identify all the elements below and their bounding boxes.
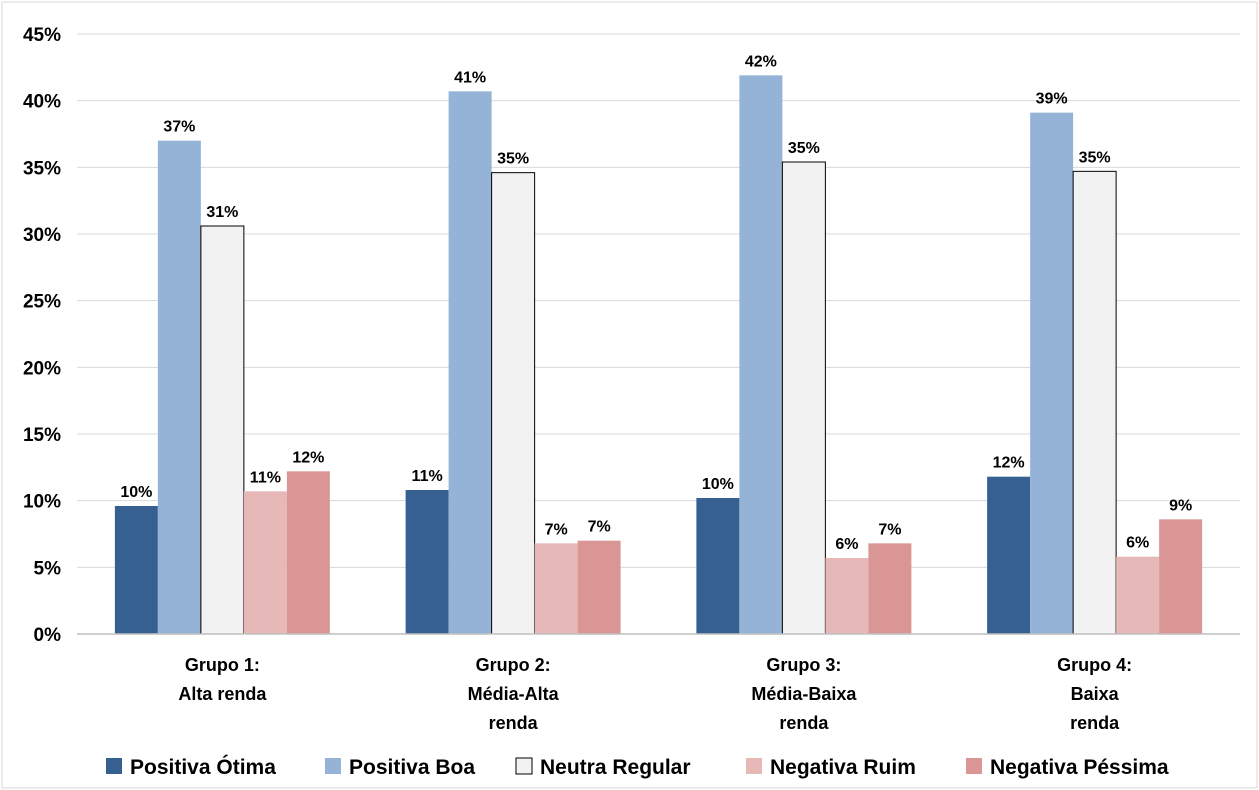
- bar: [1159, 519, 1203, 634]
- legend-swatch: [515, 757, 533, 775]
- category-label: Grupo 1:: [185, 655, 260, 675]
- legend: Positiva Ótima Positiva Boa Neutra Regular…: [106, 755, 1169, 779]
- category-label: renda: [489, 713, 539, 733]
- bar: [1116, 556, 1160, 634]
- y-tick-label: 35%: [23, 158, 61, 179]
- legend-label: Positiva Ótima: [130, 755, 276, 779]
- data-label: 7%: [545, 521, 568, 538]
- category-label: Baixa: [1071, 684, 1120, 704]
- data-label: 7%: [878, 521, 901, 538]
- legend-label: Negativa Ruim: [770, 756, 916, 779]
- data-label: 10%: [702, 476, 734, 493]
- bar: [1072, 170, 1117, 635]
- data-labels: 10% 37% 31% 11% 12% 11% 41% 35% 7% 7% 10% 42% 35% 6% 7…: [120, 53, 1192, 553]
- y-tick-label: 5%: [34, 558, 62, 579]
- data-label: 37%: [163, 119, 195, 136]
- bar: [157, 140, 201, 634]
- bars: [114, 75, 1203, 635]
- y-tick-label: 40%: [23, 92, 61, 113]
- data-label: 10%: [120, 484, 152, 501]
- bar: [868, 543, 912, 634]
- bar: [696, 498, 740, 634]
- bar: [987, 476, 1031, 634]
- category-label: Média-Alta: [468, 684, 560, 704]
- bar: [781, 161, 826, 635]
- bar: [534, 543, 578, 634]
- data-label: 35%: [1079, 149, 1111, 166]
- bar: [1030, 112, 1074, 634]
- data-label: 6%: [1126, 535, 1149, 552]
- legend-swatch: [966, 758, 982, 774]
- legend-swatch: [106, 758, 122, 774]
- bar: [286, 471, 330, 634]
- data-label: 31%: [206, 204, 238, 221]
- bar: [114, 506, 158, 634]
- legend-label: Neutra Regular: [540, 756, 691, 779]
- bar: [200, 225, 245, 635]
- data-label: 39%: [1036, 91, 1068, 108]
- y-tick-label: 0%: [34, 625, 62, 646]
- data-label: 41%: [454, 69, 486, 86]
- data-label: 12%: [993, 455, 1025, 472]
- y-axis-tick-labels: 0% 5% 10% 15% 20% 25% 30% 35% 40% 45%: [23, 25, 61, 646]
- category-label: Grupo 2:: [476, 655, 551, 675]
- legend-swatch: [746, 758, 762, 774]
- category-label: Alta renda: [178, 684, 267, 704]
- bar: [825, 558, 869, 634]
- bar: [491, 172, 536, 635]
- y-tick-label: 10%: [23, 492, 61, 513]
- category-label: Grupo 3:: [766, 655, 841, 675]
- bar: [577, 540, 621, 634]
- data-label: 42%: [745, 53, 777, 70]
- y-tick-label: 30%: [23, 225, 61, 246]
- data-label: 35%: [788, 140, 820, 157]
- bar: [739, 75, 783, 635]
- data-label: 12%: [292, 449, 324, 466]
- bar: [448, 91, 492, 635]
- data-label: 6%: [835, 536, 858, 553]
- y-tick-label: 20%: [23, 358, 61, 379]
- bar: [405, 490, 449, 634]
- y-tick-label: 15%: [23, 425, 61, 446]
- data-label: 11%: [250, 469, 281, 486]
- bar: [243, 491, 287, 634]
- category-label: renda: [1070, 713, 1120, 733]
- y-tick-label: 25%: [23, 292, 61, 313]
- category-label: Grupo 4:: [1057, 655, 1132, 675]
- data-label: 35%: [497, 151, 529, 168]
- legend-swatch: [325, 758, 341, 774]
- data-label: 11%: [412, 468, 443, 485]
- y-tick-label: 45%: [23, 25, 61, 46]
- data-label: 7%: [588, 519, 611, 536]
- data-label: 9%: [1169, 497, 1192, 514]
- legend-label: Positiva Boa: [349, 756, 475, 779]
- category-label: renda: [779, 713, 829, 733]
- legend-label: Negativa Péssima: [990, 756, 1169, 779]
- x-axis-category-labels: Grupo 1: Alta renda Grupo 2: Média-Alta rend…: [178, 655, 1132, 733]
- category-label: Média-Baixa: [751, 684, 857, 704]
